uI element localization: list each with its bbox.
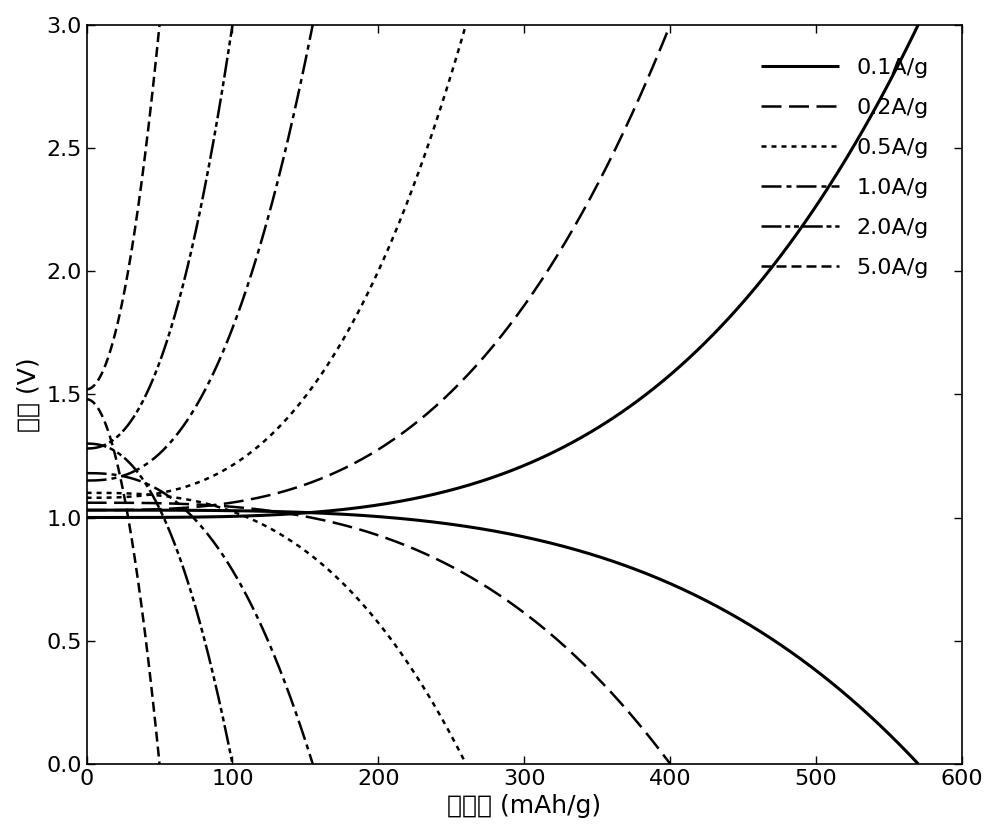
1.0A/g bbox=[81, 468, 93, 478]
1.0A/g bbox=[307, 759, 319, 769]
0.2A/g bbox=[396, 539, 408, 549]
0.1A/g bbox=[481, 524, 493, 534]
0.1A/g bbox=[476, 524, 488, 534]
Line: 5.0A/g: 5.0A/g bbox=[87, 399, 160, 764]
0.1A/g bbox=[892, 738, 904, 748]
5.0A/g bbox=[81, 394, 93, 404]
0.5A/g bbox=[460, 759, 472, 769]
0.2A/g bbox=[81, 498, 93, 508]
1.0A/g bbox=[189, 515, 201, 525]
2.0A/g bbox=[151, 498, 163, 508]
2.0A/g bbox=[226, 759, 238, 769]
2.0A/g bbox=[200, 641, 212, 651]
2.0A/g bbox=[223, 741, 235, 752]
5.0A/g bbox=[120, 501, 132, 511]
Y-axis label: 电压 (V): 电压 (V) bbox=[17, 357, 41, 432]
1.0A/g bbox=[301, 741, 313, 752]
5.0A/g bbox=[152, 741, 164, 752]
0.5A/g bbox=[261, 522, 273, 532]
0.5A/g bbox=[451, 741, 463, 751]
0.5A/g bbox=[81, 488, 93, 498]
0.5A/g bbox=[286, 536, 298, 546]
0.5A/g bbox=[263, 523, 275, 533]
0.5A/g bbox=[392, 643, 404, 653]
1.0A/g bbox=[215, 548, 227, 558]
2.0A/g bbox=[167, 536, 179, 546]
1.0A/g bbox=[188, 514, 200, 524]
0.1A/g bbox=[531, 534, 543, 544]
0.2A/g bbox=[650, 741, 662, 751]
Line: 2.0A/g: 2.0A/g bbox=[87, 443, 232, 764]
0.2A/g bbox=[361, 527, 373, 537]
Line: 1.0A/g: 1.0A/g bbox=[87, 473, 313, 764]
Line: 0.5A/g: 0.5A/g bbox=[87, 493, 466, 764]
Line: 0.2A/g: 0.2A/g bbox=[87, 503, 670, 764]
0.2A/g bbox=[428, 553, 440, 563]
0.1A/g bbox=[762, 631, 774, 641]
Legend: 0.1A/g, 0.2A/g, 0.5A/g, 1.0A/g, 2.0A/g, 5.0A/g: 0.1A/g, 0.2A/g, 0.5A/g, 1.0A/g, 2.0A/g, … bbox=[739, 36, 951, 301]
0.1A/g bbox=[576, 546, 588, 556]
5.0A/g bbox=[124, 524, 136, 534]
0.2A/g bbox=[358, 526, 370, 536]
Line: 0.1A/g: 0.1A/g bbox=[87, 510, 918, 764]
0.5A/g bbox=[306, 551, 318, 561]
0.2A/g bbox=[559, 641, 571, 651]
1.0A/g bbox=[203, 531, 215, 541]
5.0A/g bbox=[115, 477, 127, 487]
0.2A/g bbox=[664, 759, 676, 769]
X-axis label: 比容量 (mAh/g): 比容量 (mAh/g) bbox=[447, 794, 601, 818]
0.1A/g bbox=[912, 759, 924, 769]
5.0A/g bbox=[116, 478, 128, 488]
2.0A/g bbox=[81, 438, 93, 448]
2.0A/g bbox=[160, 517, 172, 527]
5.0A/g bbox=[154, 759, 166, 769]
1.0A/g bbox=[266, 645, 278, 655]
2.0A/g bbox=[150, 496, 162, 506]
5.0A/g bbox=[140, 640, 152, 650]
0.1A/g bbox=[81, 505, 93, 515]
